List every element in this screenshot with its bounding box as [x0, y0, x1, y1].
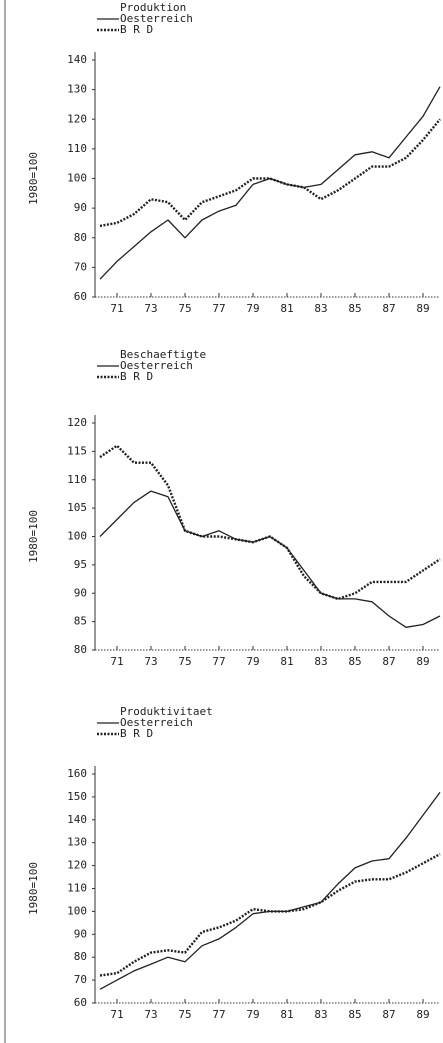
y-tick-label: 150	[67, 790, 87, 803]
x-tick-label: 75	[178, 1008, 191, 1021]
x-tick-label: 81	[280, 1008, 293, 1021]
x-tick-label: 77	[212, 655, 225, 668]
x-tick-label: 79	[246, 655, 259, 668]
series-line	[99, 853, 441, 977]
y-tick-label: 110	[67, 882, 87, 895]
y-tick-label: 70	[74, 260, 87, 273]
y-tick-label: 80	[74, 643, 87, 656]
y-axis-label: 1980=100	[27, 862, 40, 915]
y-tick-label: 115	[67, 444, 87, 457]
y-tick-label: 80	[74, 231, 87, 244]
x-tick-label: 73	[144, 1008, 157, 1021]
x-tick-label: 85	[348, 302, 361, 315]
y-tick-label: 120	[67, 112, 87, 125]
legend-label: B R D	[120, 23, 153, 36]
x-tick-label: 71	[110, 1008, 123, 1021]
y-tick-label: 70	[74, 973, 87, 986]
legend-label: B R D	[120, 370, 153, 383]
x-tick-label: 89	[416, 655, 429, 668]
y-tick-label: 140	[67, 813, 87, 826]
x-tick-label: 71	[110, 302, 123, 315]
y-tick-label: 130	[67, 83, 87, 96]
y-tick-label: 110	[67, 142, 87, 155]
x-tick-label: 81	[280, 302, 293, 315]
x-tick-label: 81	[280, 655, 293, 668]
y-tick-label: 105	[67, 501, 87, 514]
y-tick-label: 95	[74, 558, 87, 571]
chart-title: Produktivitaet	[120, 705, 213, 718]
y-tick-label: 100	[67, 904, 87, 917]
y-tick-label: 160	[67, 767, 87, 780]
x-tick-label: 79	[246, 302, 259, 315]
y-tick-label: 120	[67, 416, 87, 429]
y-tick-label: 90	[74, 586, 87, 599]
x-tick-label: 87	[382, 655, 395, 668]
x-tick-label: 73	[144, 302, 157, 315]
y-tick-label: 110	[67, 473, 87, 486]
y-tick-label: 90	[74, 201, 87, 214]
y-tick-label: 85	[74, 615, 87, 628]
series-line	[99, 86, 441, 280]
y-tick-label: 130	[67, 836, 87, 849]
y-tick-label: 60	[74, 996, 87, 1009]
x-tick-label: 87	[382, 1008, 395, 1021]
series-line	[99, 118, 441, 228]
x-tick-label: 83	[314, 1008, 327, 1021]
x-tick-label: 75	[178, 655, 191, 668]
y-axis-label: 1980=100	[27, 510, 40, 563]
x-tick-label: 83	[314, 655, 327, 668]
x-tick-label: 73	[144, 655, 157, 668]
x-tick-label: 75	[178, 302, 191, 315]
chart-title: Beschaeftigte	[120, 348, 206, 361]
y-tick-label: 90	[74, 927, 87, 940]
y-axis-label: 1980=100	[27, 152, 40, 205]
legend-label: B R D	[120, 727, 153, 740]
legend-label: Oesterreich	[120, 12, 193, 25]
y-tick-label: 120	[67, 859, 87, 872]
series-line	[99, 791, 441, 990]
series-line	[99, 444, 441, 601]
chart-title: Produktion	[120, 1, 186, 14]
legend-label: Oesterreich	[120, 359, 193, 372]
x-tick-label: 87	[382, 302, 395, 315]
x-tick-label: 85	[348, 655, 361, 668]
y-tick-label: 60	[74, 290, 87, 303]
x-tick-label: 85	[348, 1008, 361, 1021]
x-tick-label: 71	[110, 655, 123, 668]
y-tick-label: 100	[67, 530, 87, 543]
x-tick-label: 77	[212, 302, 225, 315]
y-tick-label: 100	[67, 172, 87, 185]
y-tick-label: 80	[74, 950, 87, 963]
x-tick-label: 77	[212, 1008, 225, 1021]
legend-label: Oesterreich	[120, 716, 193, 729]
y-tick-label: 140	[67, 53, 87, 66]
x-tick-label: 89	[416, 302, 429, 315]
x-tick-label: 83	[314, 302, 327, 315]
x-tick-label: 79	[246, 1008, 259, 1021]
x-tick-label: 89	[416, 1008, 429, 1021]
series-line	[99, 490, 441, 628]
